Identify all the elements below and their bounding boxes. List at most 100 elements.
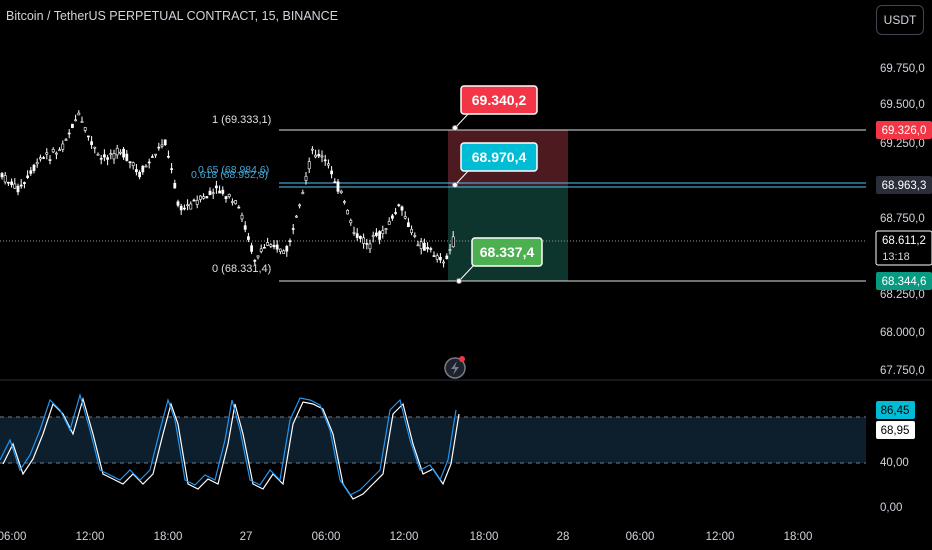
svg-text:86,45: 86,45 — [881, 405, 910, 417]
candle-body — [256, 255, 260, 258]
candle-body — [109, 153, 113, 155]
candle-body — [167, 155, 170, 158]
candle-body — [35, 162, 39, 165]
candle-body — [71, 123, 74, 128]
symbol-title[interactable]: Bitcoin / TetherUS PERPETUAL CONTRACT, 1… — [6, 9, 339, 23]
callout-entry[interactable]: 68.970,4 — [452, 142, 538, 188]
stochastic-indicator[interactable] — [0, 392, 460, 500]
candle-body — [326, 163, 330, 166]
candle-body — [93, 146, 97, 149]
candle-body — [32, 164, 36, 171]
candle-body — [422, 242, 426, 251]
candle-body — [278, 248, 282, 252]
candle-body — [160, 144, 164, 147]
candle-body — [349, 220, 353, 224]
price-tick: 68.250,0 — [880, 289, 925, 301]
price-tick: 69.750,0 — [880, 63, 925, 75]
candle-body — [317, 153, 321, 157]
candle-body — [445, 255, 449, 259]
candle-body — [333, 181, 337, 184]
candle-body — [336, 181, 340, 192]
candle-body — [231, 201, 234, 203]
candle-body — [381, 230, 385, 234]
candle-body — [384, 228, 388, 230]
candle-body — [48, 159, 52, 161]
candle-body — [128, 161, 132, 163]
candle-body — [54, 152, 58, 155]
fib-label-1: 1 (69.333,1) — [212, 114, 271, 126]
stoch-tick-0: 0,00 — [880, 502, 902, 514]
candle-body — [237, 206, 241, 209]
candle-body — [19, 184, 23, 187]
candle-body — [42, 157, 46, 159]
time-label: 28 — [557, 531, 570, 543]
price-axis[interactable]: 69.750,069.500,069.250,069.000,068.750,0… — [880, 63, 925, 377]
candle-body — [61, 143, 65, 150]
candle-body — [138, 171, 142, 178]
candle-body — [74, 119, 78, 122]
candle-body — [275, 244, 279, 250]
candle-body — [291, 228, 295, 230]
candle-body — [358, 235, 362, 239]
candle-body — [330, 170, 334, 175]
candle-body — [438, 257, 442, 261]
candle-body — [218, 190, 222, 194]
candle-body — [45, 152, 49, 155]
callout-target[interactable]: 68.337,4 — [456, 237, 543, 284]
candle-body — [288, 240, 292, 243]
candle-body — [426, 247, 430, 250]
candle-body — [179, 205, 183, 211]
badge-last-price: 68.611,2 13:18 — [875, 230, 932, 266]
candlestick-series[interactable] — [0, 110, 455, 268]
badge-stoch-k: 86,45 — [876, 401, 915, 419]
svg-text:68.611,2: 68.611,2 — [882, 235, 926, 247]
candle-body — [22, 182, 26, 184]
candle-body — [378, 231, 382, 240]
candle-body — [192, 199, 196, 202]
stoch-band — [0, 417, 866, 463]
svg-text:68.344,6: 68.344,6 — [882, 276, 927, 288]
time-label: 27 — [240, 531, 253, 543]
candle-body — [112, 153, 116, 160]
candle-body — [10, 181, 14, 185]
candle-body — [80, 121, 84, 123]
badge-stoch-d: 68,95 — [876, 421, 915, 439]
candle-body — [215, 185, 218, 189]
candle-body — [387, 221, 391, 225]
candle-body — [406, 222, 410, 228]
lightning-icon[interactable] — [444, 356, 466, 379]
candle-body — [202, 196, 206, 199]
candle-body — [416, 244, 420, 247]
candle-body — [320, 155, 324, 158]
candle-body — [195, 200, 199, 205]
candle-body — [157, 146, 161, 149]
fib-label-065: 0.65 (68.984,6) — [198, 164, 269, 176]
callout-stop-text: 69.340,2 — [472, 92, 527, 108]
candle-body — [272, 245, 276, 248]
candle-body — [0, 173, 4, 178]
time-axis[interactable]: 06:00 12:00 18:00 27 06:00 12:00 18:00 28 06:00 1… — [0, 531, 812, 543]
svg-text:13:18: 13:18 — [882, 251, 910, 263]
candle-body — [7, 181, 10, 184]
callout-stop[interactable]: 69.340,2 — [452, 85, 538, 131]
time-label: 06:00 — [312, 531, 341, 543]
candle-body — [13, 183, 17, 189]
candle-body — [199, 195, 202, 200]
svg-text:68,95: 68,95 — [881, 425, 910, 437]
badge-target: 68.344,6 — [876, 272, 932, 290]
candle-body — [247, 236, 250, 240]
candle-body — [141, 165, 145, 173]
candle-body — [96, 153, 100, 156]
candle-body — [429, 248, 433, 250]
candle-body — [301, 192, 305, 195]
svg-text:68.963,3: 68.963,3 — [882, 180, 927, 192]
candle-body — [448, 249, 452, 251]
stoch-tick-40: 40,00 — [880, 457, 909, 469]
candle-body — [240, 215, 244, 220]
currency-button[interactable]: USDT — [876, 5, 924, 35]
price-tick: 69.500,0 — [880, 99, 925, 111]
callout-entry-text: 68.970,4 — [472, 149, 527, 165]
candle-body — [38, 157, 42, 160]
